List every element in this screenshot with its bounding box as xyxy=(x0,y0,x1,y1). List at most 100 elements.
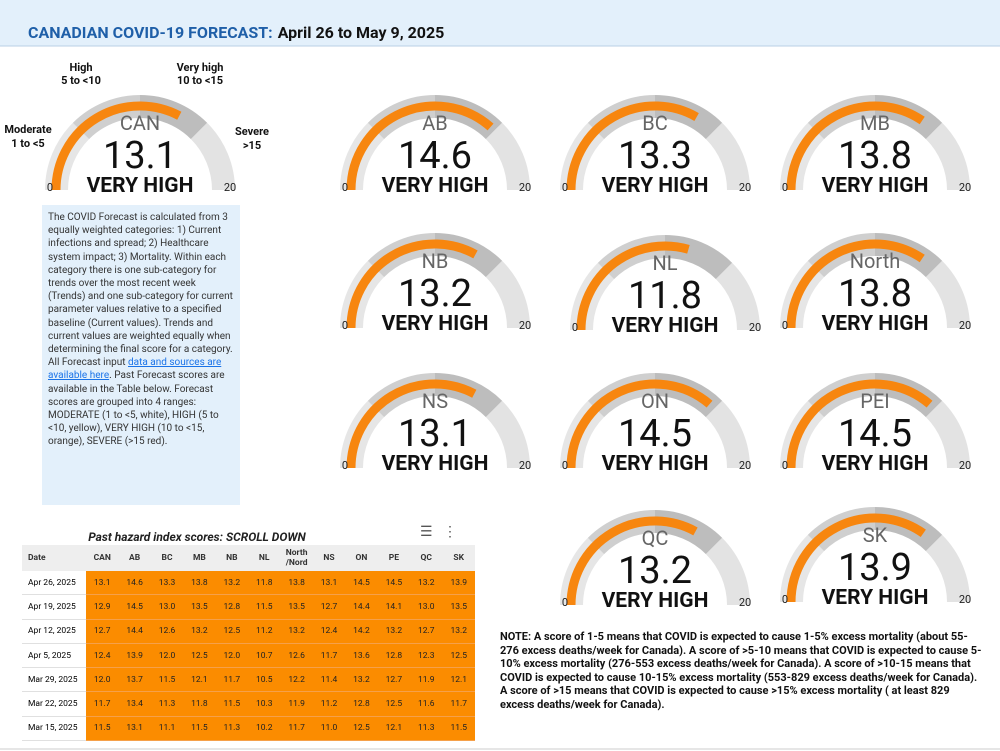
column-header: AB xyxy=(118,545,151,571)
score-cell: 11.7 xyxy=(280,716,313,742)
score-cell: 12.6 xyxy=(150,619,184,644)
more-icon[interactable]: ⋮ xyxy=(442,524,457,540)
range-name: High xyxy=(69,61,92,74)
gauge-band xyxy=(925,400,970,468)
score-cell: 11.6 xyxy=(410,691,443,717)
gauge-value-arc xyxy=(566,379,713,469)
column-header: NL xyxy=(248,545,281,571)
gauge-max: 20 xyxy=(519,181,531,194)
gauge-max: 20 xyxy=(519,319,531,332)
column-header: MB xyxy=(183,545,216,571)
score-cell: 11.5 xyxy=(86,716,119,742)
score-cell: 13.2 xyxy=(280,619,313,644)
table-row: Mar 15, 2025 11.5 13.1 11.1 11.5 11.3 10.2 11.7… xyxy=(22,716,475,742)
gauge-min: 0 xyxy=(47,181,53,194)
column-header: PE xyxy=(377,545,411,571)
gauge-band xyxy=(925,260,970,328)
header-band xyxy=(0,0,1000,46)
column-header: Date xyxy=(22,545,86,571)
table-row: Apr 5, 2025 12.4 13.9 12.0 12.5 12.0 10.7 12.6 1… xyxy=(22,643,475,669)
gauge-level: VERY HIGH xyxy=(822,586,929,610)
gauge-value: 13.8 xyxy=(838,134,912,178)
date-cell: Mar 15, 2025 xyxy=(22,716,86,742)
date-cell: Apr 5, 2025 xyxy=(22,643,86,669)
gauge-min: 0 xyxy=(782,319,788,332)
score-cell: 11.3 xyxy=(150,691,184,717)
score-cell: 12.8 xyxy=(215,594,249,620)
gauge-label: MB xyxy=(860,111,890,135)
score-cell: 14.5 xyxy=(377,571,411,596)
score-cell: 12.7 xyxy=(410,619,443,644)
description: The COVID Forecast is calculated from 3 … xyxy=(42,205,240,505)
score-cell: 11.5 xyxy=(215,691,249,717)
gauge-label: NS xyxy=(422,389,448,413)
sources-link[interactable]: data and sources are available here xyxy=(48,357,222,382)
gauge-max: 20 xyxy=(739,596,751,609)
score-cell: 12.1 xyxy=(442,667,475,693)
gauge-min: 0 xyxy=(572,321,578,334)
gauge-max: 20 xyxy=(959,593,971,606)
table-row: Apr 26, 2025 13.1 14.6 13.3 13.8 13.2 11.8 13.8… xyxy=(22,571,475,596)
score-cell: 13.1 xyxy=(86,571,119,596)
score-cell: 11.2 xyxy=(312,691,346,717)
score-cell: 11.5 xyxy=(183,716,216,742)
gauge-value: 13.1 xyxy=(398,412,472,456)
score-cell: 13.0 xyxy=(150,594,184,620)
score-cell: 12.4 xyxy=(312,619,346,644)
score-cell: 14.2 xyxy=(345,619,378,644)
gauge-band xyxy=(705,122,750,190)
score-cell: 12.8 xyxy=(345,691,378,717)
score-cell: 11.5 xyxy=(150,667,184,693)
score-cell: 12.1 xyxy=(183,667,216,693)
gauge-band xyxy=(485,122,530,190)
gauge-band xyxy=(485,400,530,468)
score-cell: 11.7 xyxy=(86,691,119,717)
column-header: BC xyxy=(150,545,184,571)
score-cell: 12.7 xyxy=(377,667,411,693)
gauge-level: VERY HIGH xyxy=(602,589,709,613)
column-header: NB xyxy=(215,545,249,571)
score-cell: 13.3 xyxy=(150,571,184,596)
score-cell: 11.4 xyxy=(312,667,346,693)
score-cell: 14.4 xyxy=(345,594,378,620)
gauge-value: 11.8 xyxy=(628,274,702,318)
score-cell: 13.2 xyxy=(183,619,216,644)
score-cell: 11.7 xyxy=(442,691,475,717)
gauge-max: 20 xyxy=(749,321,761,334)
column-header: SK xyxy=(442,545,475,571)
score-cell: 10.3 xyxy=(248,691,281,717)
range-name: Severe xyxy=(235,125,269,138)
gauge-level: VERY HIGH xyxy=(822,452,929,476)
score-cell: 11.3 xyxy=(215,716,249,742)
gauge-value: 13.2 xyxy=(618,549,692,593)
gauge-value-arc xyxy=(786,239,925,329)
filter-icon[interactable]: ☰ xyxy=(420,524,433,540)
gauge-value-arc xyxy=(786,379,933,469)
score-cell: 13.5 xyxy=(442,594,475,620)
score-cell: 13.9 xyxy=(118,643,151,669)
gauge-label: ON xyxy=(641,389,669,413)
score-cell: 12.0 xyxy=(150,643,184,669)
column-header: QC xyxy=(410,545,443,571)
gauge-level: VERY HIGH xyxy=(822,174,929,198)
score-cell: 12.4 xyxy=(86,643,119,669)
score-cell: 13.0 xyxy=(410,594,443,620)
table-body: Apr 26, 2025 13.1 14.6 13.3 13.8 13.2 11.8 13.8… xyxy=(22,571,475,742)
gauge-band xyxy=(705,400,750,468)
gauge-min: 0 xyxy=(562,596,568,609)
table-title: Past hazard index scores: SCROLL DOWN xyxy=(88,530,306,544)
gauge-min: 0 xyxy=(562,459,568,472)
score-cell: 10.7 xyxy=(248,643,281,669)
gauge-max: 20 xyxy=(519,459,531,472)
gauge-value: 13.8 xyxy=(838,272,912,316)
gauge-value-arc xyxy=(346,379,477,469)
score-cell: 13.1 xyxy=(312,571,346,596)
description-text: The COVID Forecast is calculated from 3 … xyxy=(48,212,233,369)
gauge-level: VERY HIGH xyxy=(602,174,709,198)
